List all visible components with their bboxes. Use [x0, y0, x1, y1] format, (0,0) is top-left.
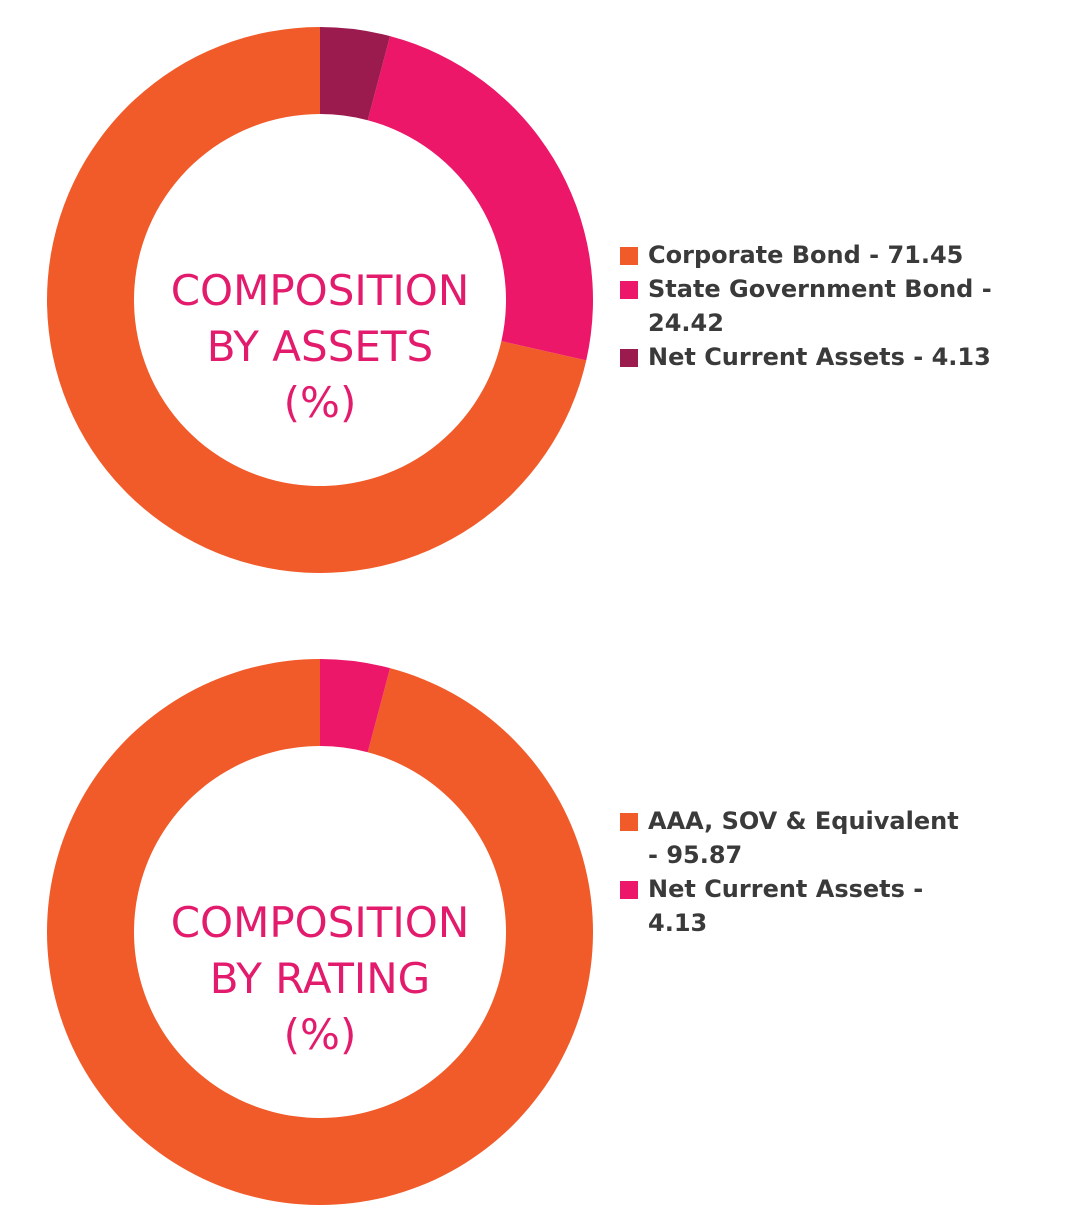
- donut-slice-corporate-bond: [46, 27, 587, 573]
- legend-value: 95.87: [666, 841, 743, 869]
- legend-label: State Government Bond: [648, 275, 974, 303]
- legend-value: 4.13: [648, 909, 708, 937]
- legend-label: Net Current Assets: [648, 343, 905, 371]
- rating-donut-title: COMPOSITION BY RATING (%): [120, 895, 520, 1063]
- legend-swatch: [620, 881, 638, 899]
- legend-label: Corporate Bond: [648, 241, 861, 269]
- composition-by-assets-chart: COMPOSITION BY ASSETS (%) Corporate Bond…: [0, 20, 1072, 580]
- legend-value: 4.13: [931, 343, 991, 371]
- donut-slice-aaa-sov-equivalent: [46, 659, 594, 1205]
- legend-label: AAA, SOV & Equivalent: [648, 807, 959, 835]
- rating-title-line-3: (%): [283, 1010, 357, 1059]
- legend-swatch: [620, 349, 638, 367]
- assets-title-line-2: BY ASSETS: [206, 322, 434, 371]
- rating-title-line-1: COMPOSITION: [170, 898, 470, 947]
- donut-slice-state-government-bond: [367, 36, 593, 361]
- legend-label: Net Current Assets: [648, 875, 905, 903]
- donut-slice-net-current-assets: [320, 26, 391, 121]
- legend-item-net-current-assets: Net Current Assets 4.13: [620, 872, 960, 940]
- legend-value: 24.42: [648, 309, 724, 337]
- rating-donut: [46, 659, 594, 1205]
- rating-title-line-2: BY RATING: [209, 954, 431, 1003]
- assets-legend: Corporate Bond 71.45 State Government Bon…: [620, 238, 1060, 374]
- legend-item-state-government-bond: State Government Bond 24.42: [620, 272, 1060, 340]
- assets-donut-title: COMPOSITION BY ASSETS (%): [120, 263, 520, 431]
- legend-item-aaa-sov-equivalent: AAA, SOV & Equivalent 95.87: [620, 804, 960, 872]
- legend-swatch: [620, 813, 638, 831]
- legend-swatch: [620, 247, 638, 265]
- assets-title-line-1: COMPOSITION: [170, 266, 470, 315]
- assets-donut: [46, 26, 593, 573]
- legend-value: 71.45: [887, 241, 964, 269]
- legend-swatch: [620, 281, 638, 299]
- assets-title-line-3: (%): [283, 378, 357, 427]
- legend-item-net-current-assets: Net Current Assets 4.13: [620, 340, 1060, 374]
- donut-slice-net-current-assets: [320, 659, 391, 753]
- composition-by-rating-chart: COMPOSITION BY RATING (%) AAA, SOV & Equ…: [0, 652, 1072, 1212]
- legend-item-corporate-bond: Corporate Bond 71.45: [620, 238, 1060, 272]
- rating-legend: AAA, SOV & Equivalent 95.87 Net Current A…: [620, 804, 960, 940]
